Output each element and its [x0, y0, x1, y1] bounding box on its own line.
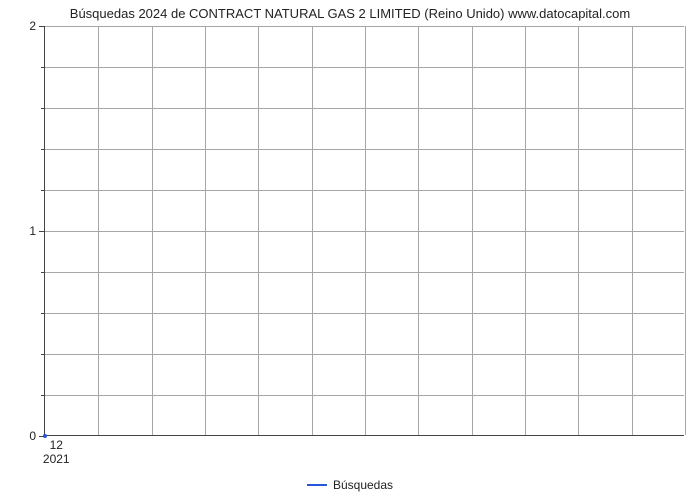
gridline-vertical: [685, 26, 686, 435]
y-axis-tick-mark: [39, 436, 44, 437]
y-axis-minor-tick-mark: [41, 190, 44, 191]
y-axis-minor-tick-mark: [41, 313, 44, 314]
chart-container: Búsquedas 2024 de CONTRACT NATURAL GAS 2…: [0, 0, 700, 500]
chart-plot-area: [44, 26, 684, 436]
gridline-vertical: [578, 26, 579, 435]
y-axis-tick-label: 2: [0, 19, 36, 33]
y-axis-tick-mark: [39, 231, 44, 232]
y-axis-minor-tick-mark: [41, 67, 44, 68]
y-axis-tick-label: 1: [0, 224, 36, 238]
y-axis-minor-tick-mark: [41, 272, 44, 273]
y-axis-tick-label: 0: [0, 429, 36, 443]
legend-swatch-icon: [307, 484, 327, 486]
chart-legend: Búsquedas: [0, 477, 700, 492]
gridline-vertical: [152, 26, 153, 435]
gridline-vertical: [258, 26, 259, 435]
y-axis-minor-tick-mark: [41, 395, 44, 396]
gridline-vertical: [632, 26, 633, 435]
y-axis-minor-tick-mark: [41, 108, 44, 109]
gridline-vertical: [525, 26, 526, 435]
gridline-vertical: [98, 26, 99, 435]
chart-title: Búsquedas 2024 de CONTRACT NATURAL GAS 2…: [0, 6, 700, 21]
x-axis-tick-sublabel: 2021: [43, 452, 70, 466]
y-axis-tick-mark: [39, 26, 44, 27]
gridline-vertical: [205, 26, 206, 435]
x-axis-tick-label: 12: [50, 438, 63, 452]
y-axis-minor-tick-mark: [41, 149, 44, 150]
gridline-vertical: [472, 26, 473, 435]
gridline-vertical: [418, 26, 419, 435]
legend-label: Búsquedas: [333, 478, 393, 492]
gridline-vertical: [312, 26, 313, 435]
y-axis-minor-tick-mark: [41, 354, 44, 355]
gridline-vertical: [365, 26, 366, 435]
